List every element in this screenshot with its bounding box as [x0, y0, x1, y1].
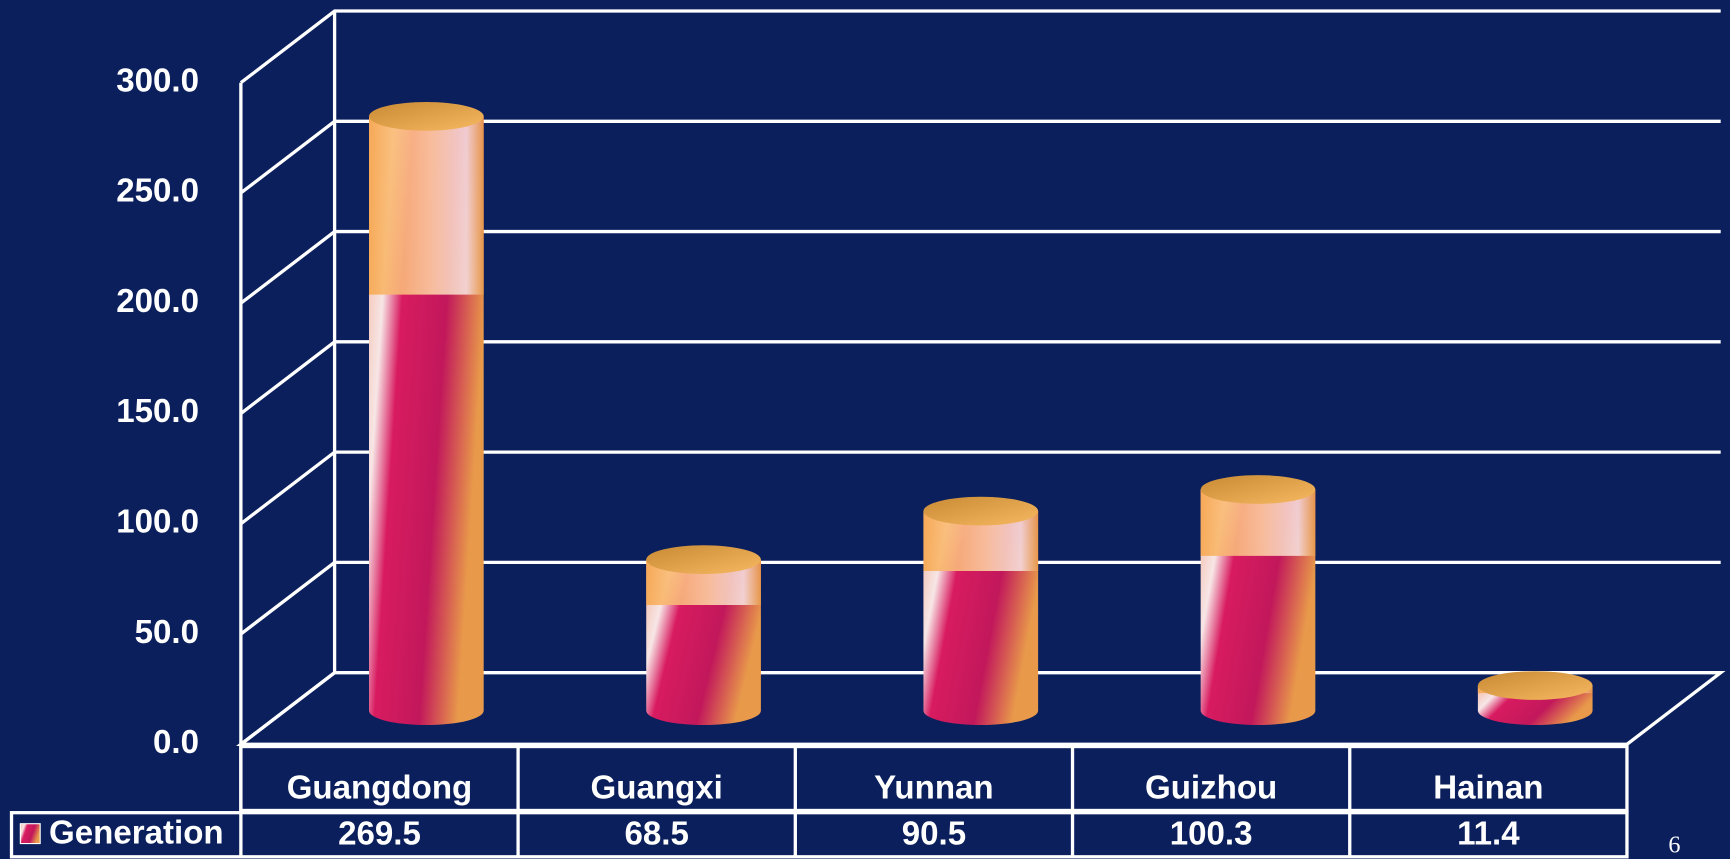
table-value: 100.3 [1170, 816, 1253, 853]
y-tick-label: 250.0 [116, 173, 199, 210]
bar [1200, 475, 1316, 726]
bar-part [369, 101, 484, 131]
x-tick-label: Guangxi [591, 769, 723, 806]
x-tick-label: Hainan [1433, 769, 1543, 806]
bar-part [1200, 489, 1316, 556]
y-tick-label: 50.0 [135, 614, 199, 651]
y-tick-label: 0.0 [153, 724, 199, 761]
grid-line [239, 9, 1721, 85]
bar [923, 496, 1039, 726]
x-tick-label: Guangdong [287, 769, 473, 806]
bar-part [646, 545, 761, 574]
y-tick-label: 200.0 [116, 283, 199, 320]
bar-part [1200, 475, 1316, 504]
legend-label: Generation [49, 814, 224, 851]
table-value-row [9, 811, 1629, 859]
bar-part [923, 511, 1039, 571]
bar-part [1477, 671, 1593, 700]
bar [646, 545, 761, 726]
y-tick-label: 150.0 [116, 393, 199, 430]
bar [369, 101, 484, 726]
grid-line [239, 450, 1721, 526]
bar-part [923, 496, 1039, 526]
table-value: 68.5 [625, 816, 689, 853]
table-value: 90.5 [902, 816, 966, 853]
bar-part [369, 116, 484, 295]
data-table [9, 744, 1629, 859]
table-value: 269.5 [338, 816, 421, 853]
bar [1477, 671, 1593, 726]
legend-key [19, 823, 41, 845]
y-tick-label: 100.0 [116, 504, 199, 541]
x-tick-label: Guizhou [1145, 769, 1277, 806]
grid-line [239, 340, 1721, 415]
page-number: 6 [1668, 831, 1680, 858]
grid-line [239, 229, 1721, 305]
x-tick-label: Yunnan [874, 769, 993, 806]
grid-line [239, 119, 1721, 195]
table-value: 11.4 [1457, 816, 1520, 853]
y-tick-label: 300.0 [116, 62, 199, 99]
